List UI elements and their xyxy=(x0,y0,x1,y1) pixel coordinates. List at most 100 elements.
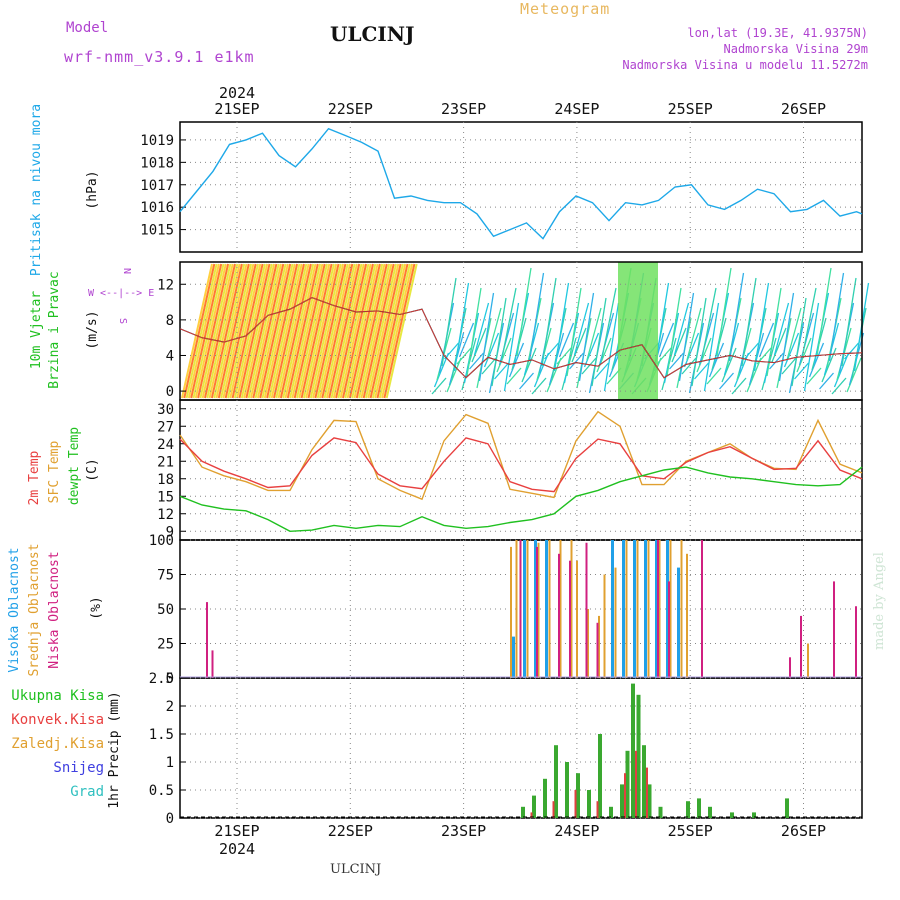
wind-barb xyxy=(601,287,617,359)
ytick-label: 75 xyxy=(157,568,174,584)
panel-frame xyxy=(179,399,863,541)
wind-streak xyxy=(321,263,354,399)
wind-barb xyxy=(456,347,472,365)
wind-streak xyxy=(213,263,246,399)
wind-streak xyxy=(210,263,243,399)
mid-cloud-bar xyxy=(614,567,617,678)
total-rain-bar xyxy=(636,694,641,818)
low-cloud-bar xyxy=(596,622,599,678)
wind-streak xyxy=(346,263,379,399)
wind-barb xyxy=(741,277,757,367)
ytick-label: 100 xyxy=(149,533,174,549)
wind-barb xyxy=(483,332,500,368)
ytick-label: 1018 xyxy=(140,155,174,171)
low-cloud-bar xyxy=(519,540,522,678)
wind-streak xyxy=(185,263,218,399)
ytick-label: 8 xyxy=(166,313,174,329)
wind-streak xyxy=(332,263,365,399)
wind-barb xyxy=(753,282,770,372)
wind-streak xyxy=(277,263,310,399)
total-rain-bar xyxy=(625,750,630,818)
wind-streak xyxy=(247,263,280,399)
wind-streak xyxy=(307,263,340,399)
meteogram-label: Meteogram xyxy=(520,0,611,18)
wind-streak xyxy=(201,263,234,399)
high-cloud-bar xyxy=(655,540,658,678)
wind-barb xyxy=(544,342,559,360)
wind-barb xyxy=(819,372,834,390)
ytick-label: 1016 xyxy=(140,200,174,216)
wind-barb xyxy=(569,352,584,370)
total-rain-bar xyxy=(565,762,569,818)
low-cloud-label: Niska Oblacnost xyxy=(47,551,62,668)
wind-streak xyxy=(261,263,294,399)
wind-barb xyxy=(681,357,697,375)
convective-rain-bar xyxy=(552,801,555,818)
wind-barb xyxy=(744,342,759,360)
total-rain-bar xyxy=(785,798,789,818)
sfc-axis-label: SFC Temp xyxy=(47,441,62,504)
wind-streak xyxy=(342,263,374,399)
wind-barb xyxy=(521,347,537,383)
wind-streak xyxy=(227,263,259,399)
high-cloud-bar xyxy=(512,636,515,678)
wind-barb xyxy=(733,352,750,388)
panel-frame xyxy=(179,677,863,819)
ytick-label: 1015 xyxy=(140,223,174,239)
temp-axis-label: 2m Temp xyxy=(27,450,42,505)
wind-streak xyxy=(245,263,278,399)
wind-streak xyxy=(351,263,384,399)
wind-barb xyxy=(808,342,825,378)
precip-legend-item: Konvek.Kisa xyxy=(11,712,104,728)
wind-barb xyxy=(516,267,532,357)
wind-barb xyxy=(803,302,820,392)
wind-barb xyxy=(706,367,722,385)
wind-barb xyxy=(786,307,802,361)
mid-cloud-bar xyxy=(548,540,551,678)
bottom-date-label: 21SEP xyxy=(214,822,259,840)
precip-legend-item: Snijeg xyxy=(53,760,104,776)
total-rain-bar xyxy=(598,734,602,818)
top-date-label: 21SEP xyxy=(214,100,259,118)
mid-cloud-bar xyxy=(647,540,650,678)
wind-barb xyxy=(816,267,832,357)
wind-streak xyxy=(275,263,308,399)
page-title: ULCINJ xyxy=(330,22,415,46)
wind-barb xyxy=(846,357,862,393)
wind-streak xyxy=(378,263,411,399)
wind-barb xyxy=(583,332,600,368)
wind-streak xyxy=(204,263,236,399)
wind-streak xyxy=(282,263,315,399)
total-rain-bar xyxy=(532,795,536,818)
total-rain-bar xyxy=(642,745,646,818)
convective-rain-bar xyxy=(646,767,648,818)
wind-barb xyxy=(666,287,682,377)
wind-streak xyxy=(325,263,358,399)
wind-barb xyxy=(481,357,497,375)
wind-barb xyxy=(466,287,482,377)
low-cloud-bar xyxy=(789,657,791,678)
wind-barb xyxy=(519,372,534,390)
wind-barb xyxy=(469,352,484,370)
wind-barb xyxy=(506,367,522,385)
wind-barb xyxy=(831,377,847,395)
total-rain-bar xyxy=(620,784,624,818)
mid-cloud-bar xyxy=(625,540,628,678)
wind-barb xyxy=(458,322,475,358)
ytick-label: 12 xyxy=(157,507,174,523)
wind-streak xyxy=(309,263,342,399)
wind-streak xyxy=(369,263,402,399)
ytick-label: 1019 xyxy=(140,133,174,149)
ytick-label: 9 xyxy=(166,524,174,540)
top-date-label: 24SEP xyxy=(554,100,599,118)
high-cloud-bar xyxy=(611,540,614,678)
wind-axis-label-2: Brzina i Pravac xyxy=(47,271,62,388)
top-year-label: 2024 xyxy=(219,84,255,102)
model-label: Model xyxy=(66,20,109,36)
wind-barb xyxy=(433,352,450,388)
wind-barb xyxy=(691,297,707,387)
wind-streak xyxy=(293,263,326,399)
wind-streak xyxy=(328,263,361,399)
wind-streak xyxy=(314,263,347,399)
wind-barb xyxy=(603,302,620,392)
